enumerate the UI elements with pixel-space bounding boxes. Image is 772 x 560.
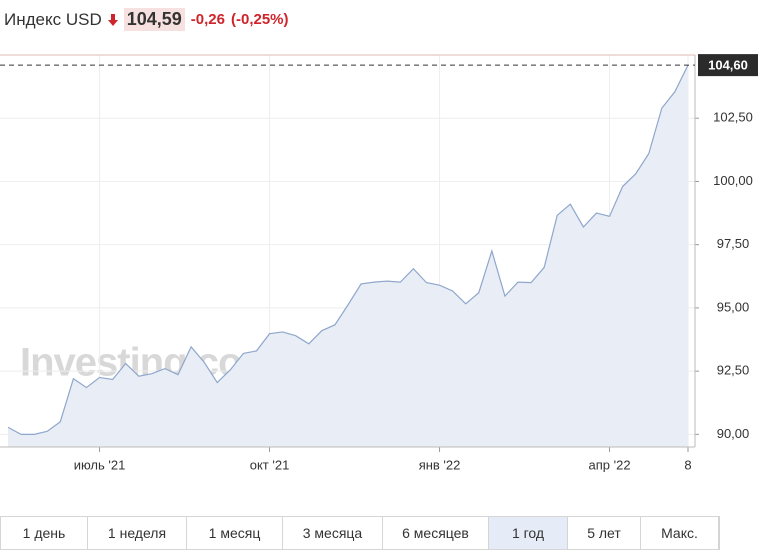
price: 104,59 [123, 8, 185, 31]
period-button[interactable]: 5 лет [568, 517, 641, 549]
x-tick-label: июль '21 [74, 457, 126, 472]
period-button[interactable]: 1 день [1, 517, 88, 549]
period-button[interactable]: 1 год [489, 517, 568, 549]
y-tick-label: 92,50 [717, 363, 750, 378]
period-button[interactable]: 3 месяца [283, 517, 383, 549]
y-tick-label: 90,00 [717, 426, 750, 441]
period-button[interactable]: Макс. [641, 517, 719, 549]
period-bar: 1 день 1 неделя 1 месяц 3 месяца 6 месяцев 1 … [0, 516, 720, 550]
x-tick-label: 8 [684, 457, 691, 472]
change-percent: (-0,25%) [231, 11, 289, 28]
title: Индекс USD [4, 9, 102, 29]
period-button[interactable]: 1 месяц [187, 517, 283, 549]
period-button[interactable]: 1 неделя [88, 517, 187, 549]
price-box [698, 54, 758, 77]
y-tick-label: 97,50 [717, 236, 750, 251]
x-tick-label: янв '22 [419, 457, 461, 472]
period-button[interactable]: 6 месяцев [383, 517, 489, 549]
y-tick-label: 102,50 [713, 110, 753, 125]
area [8, 65, 688, 448]
y-tick-label: 100,00 [713, 173, 753, 188]
chart: Investing.com90,0092,5095,0097,50100,001… [0, 54, 758, 472]
y-tick-label: 95,00 [717, 299, 750, 314]
change: -0,26 [190, 11, 225, 28]
down-arrow [107, 13, 118, 26]
header: Индекс USD 104,59 -0,26 (-0,25%) [4, 8, 289, 31]
x-tick-label: окт '21 [250, 457, 290, 472]
line [7, 64, 689, 435]
x-tick-label: апр '22 [589, 457, 631, 472]
price-label: 104,60 [708, 58, 748, 73]
